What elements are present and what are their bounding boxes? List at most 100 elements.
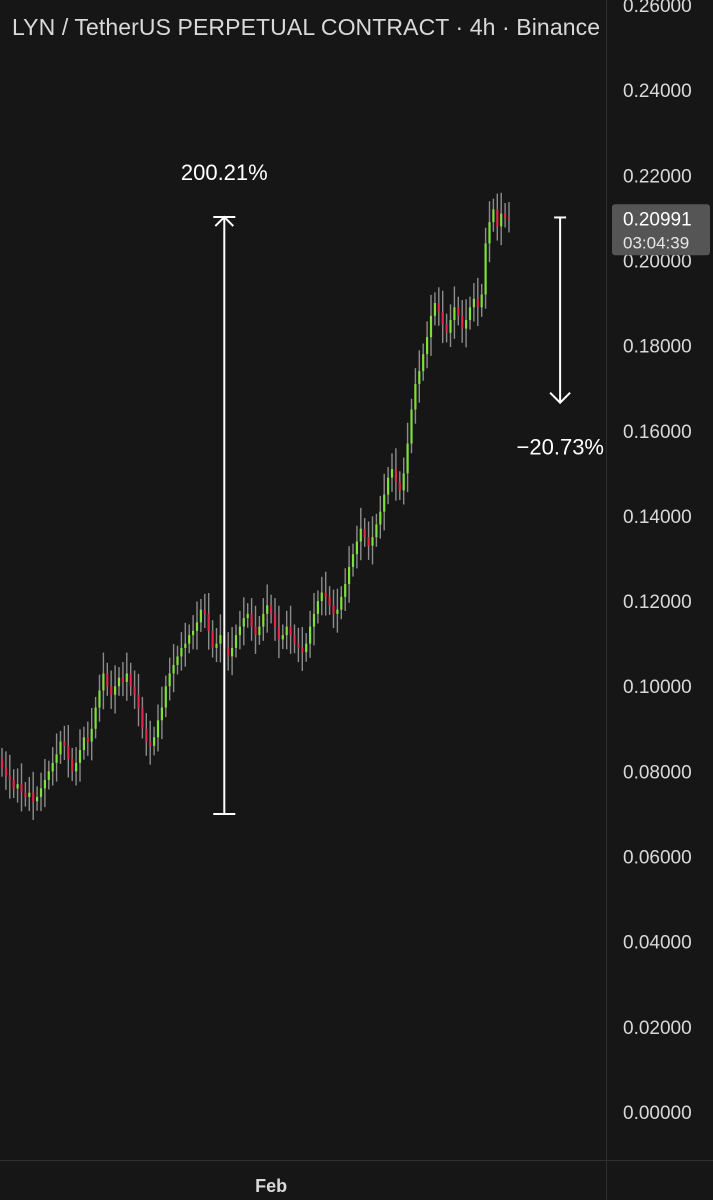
candle-body	[426, 337, 429, 355]
candle-body	[344, 584, 347, 597]
candle-body	[387, 477, 390, 495]
candle-body	[129, 673, 132, 687]
candle-body	[453, 307, 456, 321]
y-tick-label: 0.00000	[623, 1103, 692, 1124]
candle-body	[363, 528, 366, 538]
candle-body	[192, 630, 195, 636]
candle-body	[168, 673, 171, 687]
candle-body	[133, 686, 136, 695]
candle-body	[465, 320, 468, 329]
y-tick-label: 0.22000	[623, 166, 692, 187]
candle-body	[285, 626, 288, 636]
candle-body	[371, 537, 374, 546]
candle-body	[82, 737, 85, 751]
candle-body	[121, 677, 124, 682]
candle-body	[457, 307, 460, 316]
candle-body	[258, 626, 261, 636]
candle-body	[176, 656, 179, 665]
candle-body	[262, 613, 265, 627]
candle-body	[28, 792, 31, 797]
last-price-tag	[612, 204, 710, 256]
candle-body	[67, 745, 70, 759]
candle-body	[496, 209, 499, 227]
candle-body	[402, 473, 405, 491]
candle-body	[39, 788, 43, 797]
y-tick-label: 0.26000	[623, 0, 692, 17]
candle-body	[106, 673, 109, 687]
last-price-value: 0.20991	[623, 209, 692, 230]
candle-body	[355, 541, 358, 555]
candle-body	[16, 784, 19, 789]
candle-body	[199, 609, 202, 623]
candle-body	[20, 784, 23, 793]
measure-up-arrowhead	[214, 215, 235, 227]
candle-body	[250, 613, 253, 627]
candle-body	[137, 694, 140, 708]
candle-body	[488, 222, 491, 244]
candle-body	[203, 609, 206, 614]
candle-body	[24, 792, 27, 797]
candle-body	[293, 635, 296, 644]
candle-body	[238, 626, 241, 636]
candle-body	[102, 673, 105, 691]
candle-body	[47, 771, 50, 780]
candle-body	[164, 686, 167, 708]
candle-body	[71, 758, 74, 772]
candle-body	[383, 494, 386, 512]
candle-body	[141, 707, 144, 729]
candle-body	[476, 298, 479, 308]
candle-body	[32, 792, 35, 802]
candle-body	[98, 690, 101, 708]
candle-body	[110, 686, 113, 695]
candle-body	[36, 796, 39, 802]
measure-up-label: 200.21%	[181, 160, 268, 185]
candle-body	[418, 371, 421, 384]
candle-body	[94, 707, 97, 729]
candle-body	[153, 737, 156, 746]
y-tick-label: 0.14000	[623, 507, 692, 528]
candle-body	[328, 596, 331, 606]
candle-body	[480, 294, 483, 308]
candle-body	[375, 524, 378, 538]
candle-body	[90, 728, 93, 742]
candle-body	[449, 320, 452, 333]
candle-body	[484, 243, 487, 295]
y-tick-label: 0.20000	[623, 251, 692, 272]
y-tick-label: 0.04000	[623, 933, 692, 954]
candle-body	[63, 741, 66, 746]
last-price-countdown: 03:04:39	[623, 233, 689, 252]
y-tick-label: 0.06000	[623, 848, 692, 869]
candle-body	[242, 618, 245, 627]
candle-body	[422, 354, 425, 372]
candle-body	[207, 613, 210, 631]
candle-body	[4, 767, 7, 776]
candle-body	[332, 605, 335, 614]
candle-body	[219, 635, 222, 644]
candle-body	[75, 762, 78, 772]
candle-body	[312, 613, 316, 627]
candle-body	[180, 647, 183, 657]
candle-body	[472, 298, 475, 308]
candle-body	[492, 209, 495, 223]
candle-body	[234, 635, 238, 648]
candle-body	[0, 758, 4, 768]
candle-body	[297, 643, 300, 648]
candle-body	[211, 630, 214, 648]
candle-body	[156, 720, 160, 738]
candle-body	[12, 779, 15, 789]
measure-down-label: −20.73%	[517, 435, 604, 460]
candle-body	[351, 554, 355, 568]
y-tick-label: 0.24000	[623, 81, 692, 102]
candle-body	[254, 626, 257, 636]
y-tick-label: 0.10000	[623, 677, 692, 698]
candle-body	[86, 737, 89, 742]
candle-body	[398, 481, 401, 491]
y-tick-label: 0.18000	[623, 337, 692, 358]
candle-body	[160, 707, 163, 721]
candle-body	[227, 647, 230, 657]
candle-body	[59, 741, 62, 755]
candle-body	[437, 303, 440, 312]
candle-body	[281, 635, 284, 640]
